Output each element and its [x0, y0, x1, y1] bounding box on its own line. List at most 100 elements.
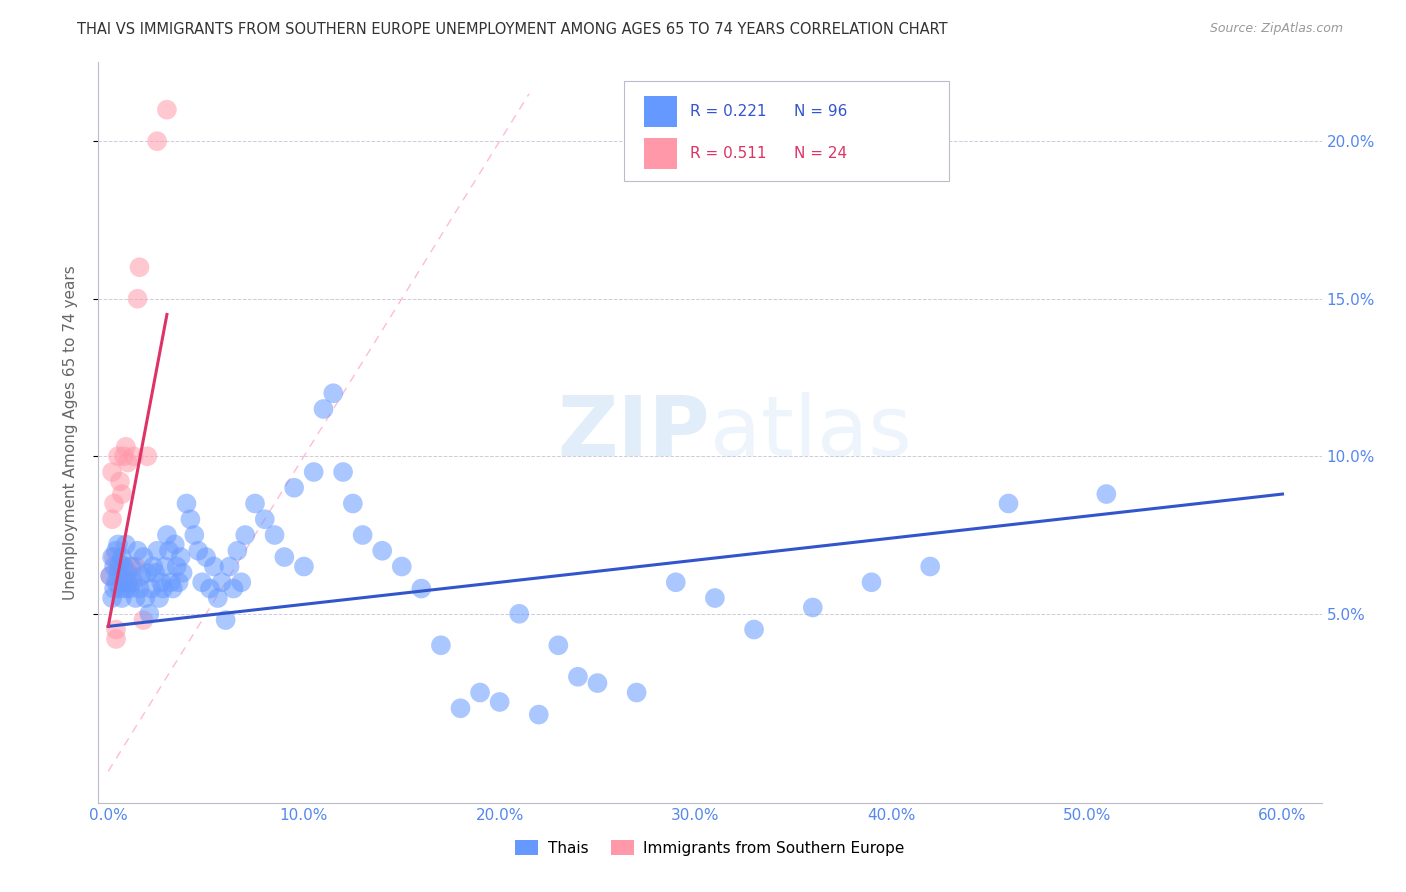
Point	[391, 559, 413, 574]
Point	[118, 582, 141, 596]
Point	[112, 449, 135, 463]
Point	[860, 575, 883, 590]
Point	[101, 591, 124, 605]
Point	[127, 292, 149, 306]
Point	[150, 575, 173, 590]
Point	[111, 591, 134, 605]
Point	[127, 543, 149, 558]
Point	[191, 575, 214, 590]
Point	[166, 559, 188, 574]
Point	[121, 575, 143, 590]
Point	[101, 550, 124, 565]
Point	[101, 512, 124, 526]
Point	[997, 496, 1019, 510]
Point	[136, 449, 159, 463]
Point	[626, 685, 648, 699]
Point	[111, 550, 134, 565]
Point	[121, 559, 143, 574]
Point	[146, 543, 169, 558]
Point	[167, 575, 190, 590]
Point	[172, 566, 194, 580]
Point	[136, 566, 159, 580]
Point	[430, 638, 453, 652]
Point	[131, 569, 153, 583]
Point	[183, 528, 205, 542]
Point	[124, 559, 146, 574]
Legend: Thais, Immigrants from Southern Europe: Thais, Immigrants from Southern Europe	[509, 834, 911, 862]
Point	[243, 496, 266, 510]
Text: N = 24: N = 24	[794, 145, 848, 161]
Point	[141, 582, 163, 596]
Point	[98, 569, 121, 583]
Point	[142, 559, 165, 574]
Point	[156, 528, 179, 542]
Point	[214, 613, 236, 627]
Point	[450, 701, 472, 715]
Point	[253, 512, 276, 526]
Point	[176, 496, 198, 510]
Point	[107, 449, 129, 463]
Point	[103, 582, 125, 596]
Point	[105, 575, 128, 590]
Point	[101, 465, 124, 479]
Point	[122, 575, 145, 590]
Point	[128, 260, 150, 275]
Point	[1095, 487, 1118, 501]
Point	[107, 566, 129, 580]
Point	[114, 440, 136, 454]
Point	[371, 543, 394, 558]
Point	[742, 623, 765, 637]
Point	[114, 582, 136, 596]
Point	[233, 528, 256, 542]
Point	[146, 134, 169, 148]
Point	[468, 685, 491, 699]
Point	[160, 575, 183, 590]
Point	[148, 591, 170, 605]
Point	[138, 607, 160, 621]
Point	[703, 591, 725, 605]
Point	[162, 582, 184, 596]
Point	[105, 543, 128, 558]
Point	[231, 575, 253, 590]
FancyBboxPatch shape	[624, 81, 949, 181]
Point	[107, 537, 129, 551]
Point	[169, 550, 191, 565]
Point	[107, 559, 129, 574]
Point	[163, 537, 186, 551]
Point	[195, 550, 218, 565]
Point	[112, 575, 135, 590]
Text: ZIP: ZIP	[558, 392, 710, 473]
Point	[207, 591, 229, 605]
Point	[586, 676, 609, 690]
Point	[105, 632, 128, 646]
Text: atlas: atlas	[710, 392, 911, 473]
Point	[920, 559, 942, 574]
Point	[527, 707, 550, 722]
Point	[108, 582, 131, 596]
Point	[263, 528, 285, 542]
Point	[108, 557, 131, 571]
Point	[153, 559, 176, 574]
FancyBboxPatch shape	[644, 137, 678, 169]
Point	[547, 638, 569, 652]
Point	[143, 566, 166, 580]
Point	[117, 566, 139, 580]
Point	[108, 475, 131, 489]
Point	[332, 465, 354, 479]
Point	[112, 559, 135, 574]
Point	[111, 487, 134, 501]
Point	[122, 449, 145, 463]
Point	[665, 575, 688, 590]
Point	[128, 582, 150, 596]
Point	[202, 559, 225, 574]
Point	[218, 559, 240, 574]
Point	[352, 528, 374, 542]
Point	[342, 496, 364, 510]
Point	[222, 582, 245, 596]
Point	[157, 543, 180, 558]
Point	[132, 613, 155, 627]
Point	[226, 543, 249, 558]
Point	[105, 623, 128, 637]
Point	[114, 537, 136, 551]
Point	[283, 481, 305, 495]
